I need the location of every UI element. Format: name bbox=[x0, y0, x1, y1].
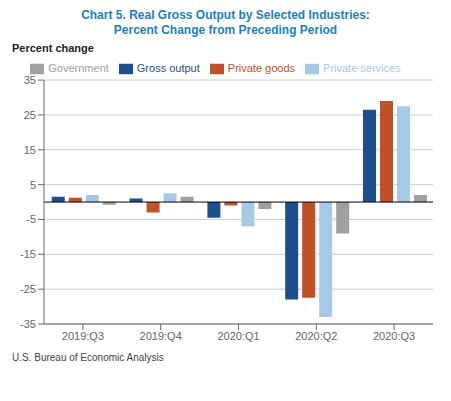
html-text:Percent change: Percent change bbox=[12, 42, 94, 54]
html-text:Private services: Private services bbox=[323, 62, 401, 74]
svg-text:-35: -35 bbox=[20, 318, 36, 330]
svg-text:2020:Q2: 2020:Q2 bbox=[295, 330, 337, 342]
html-text:U.S. Bureau of Economic Analys: U.S. Bureau of Economic Analysis bbox=[12, 352, 164, 363]
svg-text:-5: -5 bbox=[26, 213, 36, 225]
svg-text:2019:Q4: 2019:Q4 bbox=[140, 330, 182, 342]
svg-text:15: 15 bbox=[24, 144, 36, 156]
svg-text:-15: -15 bbox=[20, 248, 36, 260]
html-text:Percent Change from Preceding: Percent Change from Preceding Period bbox=[113, 23, 338, 37]
svg-text:5: 5 bbox=[30, 179, 36, 191]
html-text:Private goods: Private goods bbox=[227, 62, 296, 74]
svg-text:-25: -25 bbox=[20, 283, 36, 295]
svg-text:35: 35 bbox=[24, 74, 36, 86]
html-text:Government: Government bbox=[48, 62, 109, 74]
svg-text:2020:Q1: 2020:Q1 bbox=[217, 330, 259, 342]
svg-text:25: 25 bbox=[24, 109, 36, 121]
html-text:Gross output: Gross output bbox=[136, 62, 200, 74]
svg-text:2020:Q3: 2020:Q3 bbox=[373, 330, 415, 342]
svg-text:2019:Q3: 2019:Q3 bbox=[62, 330, 104, 342]
html-text:Chart 5. Real Gross Output by: Chart 5. Real Gross Output by Selected I… bbox=[81, 8, 370, 22]
